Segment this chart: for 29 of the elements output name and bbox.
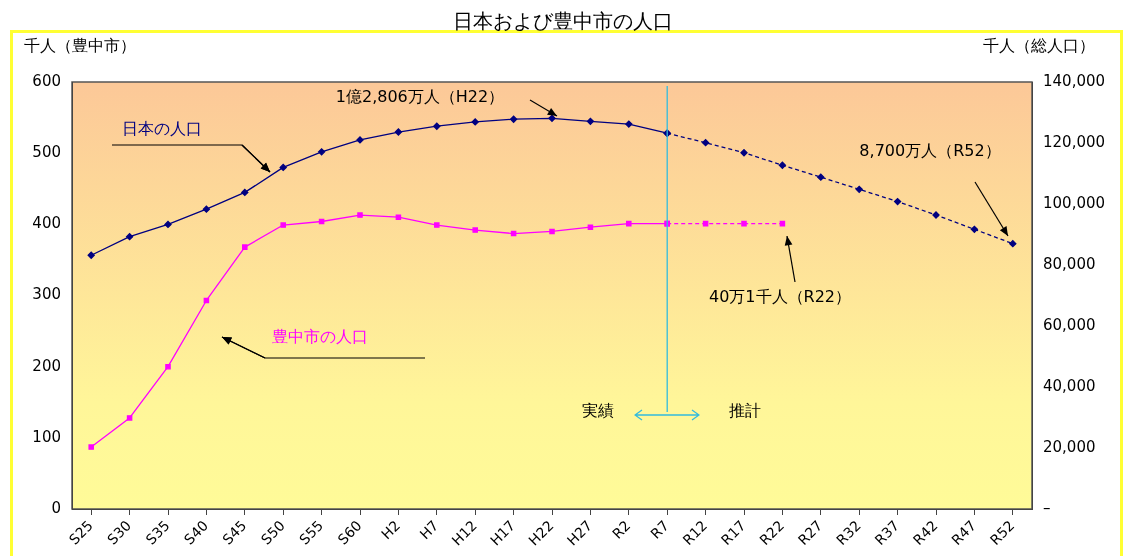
y2-tick-label: 80,000 (1043, 254, 1096, 273)
y2-axis-title: 千人（総人口） (983, 36, 1095, 57)
chart-title: 日本および豊中市の人口 (451, 8, 674, 35)
x-tick-label: H2 (378, 517, 404, 543)
y2-tick-label: – (1043, 498, 1051, 517)
y2-tick-label: 100,000 (1043, 193, 1106, 212)
y2-tick-label: 120,000 (1043, 132, 1106, 151)
y-axis-title: 千人（豊中市） (24, 36, 136, 57)
annotation: 8,700万人（R52） (859, 141, 1001, 161)
y-tick-label: 300 (32, 285, 61, 304)
y2-tick-label: 140,000 (1043, 71, 1106, 90)
y-tick-label: 400 (32, 214, 61, 233)
y2-tick-label: 20,000 (1043, 437, 1096, 456)
y2-tick-label: 40,000 (1043, 376, 1096, 395)
y-tick-label: 600 (32, 71, 61, 90)
annotation: 実績 (582, 401, 614, 421)
text: 豊中市の人口 (272, 327, 368, 347)
annotation: 40万1千人（R22） (708, 287, 852, 307)
text: 日本の人口 (122, 119, 202, 139)
x-tick-label: R7 (647, 517, 672, 542)
x-tick-label: R2 (609, 517, 634, 542)
y-tick-label: 0 (51, 498, 61, 517)
y-tick-label: 200 (32, 356, 61, 375)
annotation: 1億2,806万人（H22） (335, 87, 505, 107)
x-tick-label: H7 (416, 517, 442, 543)
y-tick-label: 100 (32, 427, 61, 446)
y-tick-label: 500 (32, 143, 61, 162)
annotation: 推計 (729, 401, 761, 421)
y2-tick-label: 60,000 (1043, 315, 1096, 334)
